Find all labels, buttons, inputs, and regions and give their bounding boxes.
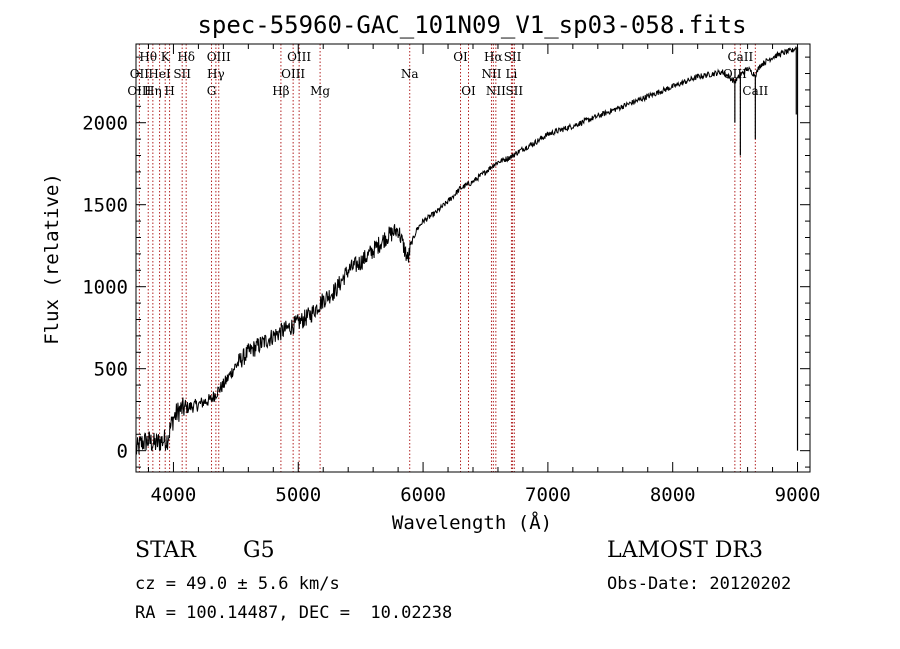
spectral-line-label: Hη [144, 84, 162, 98]
object-class: STAR [135, 538, 196, 563]
spectral-line-label: NII [486, 84, 506, 98]
spectral-line-label: SII [505, 84, 523, 98]
spectral-line-label: CaII [727, 50, 753, 64]
spectral-line-label: SII [504, 50, 522, 64]
spectral-lines-layer [138, 44, 756, 472]
x-tick-label: 6000 [400, 484, 446, 506]
object-subclass: G5 [243, 538, 275, 563]
spectral-line-label: NII [481, 67, 501, 81]
spectral-line-label: OI [453, 50, 468, 64]
spectral-line-label: K [161, 50, 171, 64]
spectral-line-label: OI [461, 84, 476, 98]
plot-frame [135, 43, 811, 473]
absorption-features [734, 47, 799, 451]
spectral-line-label: OIII [723, 67, 747, 81]
spectral-line-label: OIII [207, 50, 231, 64]
spectral-line-label: Hα [484, 50, 503, 64]
chart-title: spec-55960-GAC_101N09_V1_sp03-058.fits [197, 11, 746, 39]
data-release: LAMOST DR3 [607, 538, 763, 563]
spectral-line-label: HeI [148, 67, 171, 81]
redshift-value: cz = 49.0 ± 5.6 km/s [135, 574, 340, 594]
spectral-line-label: OIII [287, 50, 311, 64]
x-tick-label: 9000 [775, 484, 821, 506]
coordinates: RA = 100.14487, DEC = 10.02238 [135, 603, 453, 623]
y-tick-label: 0 [117, 441, 128, 463]
observation-date: Obs-Date: 20120202 [607, 574, 792, 594]
y-tick-label: 2000 [82, 113, 128, 135]
spectral-line-label: SII [173, 67, 191, 81]
y-tick-label: 1000 [82, 277, 128, 299]
spectral-line-label: Na [401, 67, 419, 81]
x-tick-label: 5000 [275, 484, 321, 506]
spectrum-curve [135, 46, 797, 455]
y-tick-label: 1500 [82, 195, 128, 217]
spectral-line-label: Hβ [272, 84, 289, 98]
x-tick-label: 8000 [650, 484, 696, 506]
y-axis-label: Flux (relative) [41, 173, 63, 345]
x-axis-label: Wavelength (Å) [392, 511, 552, 534]
spectral-line-label: Hθ [139, 50, 157, 64]
x-tick-label: 7000 [525, 484, 571, 506]
spectral-line-label: Hδ [177, 50, 195, 64]
y-tick-label: 500 [94, 359, 128, 381]
spectral-line-label: Li [506, 67, 518, 81]
x-tick-label: 4000 [151, 484, 197, 506]
spectral-line-label: Mg [310, 84, 330, 98]
axis-ticks: 4000 5000 6000 7000 8000 9000 0 500 1000 1500 2000 [82, 44, 820, 506]
spectral-line-label: OIII [127, 84, 151, 98]
spectral-line-label: Hγ [207, 67, 225, 81]
spectral-line-label: H [164, 84, 174, 98]
spectral-line-label: G [207, 84, 217, 98]
spectral-line-label: OIII [281, 67, 305, 81]
